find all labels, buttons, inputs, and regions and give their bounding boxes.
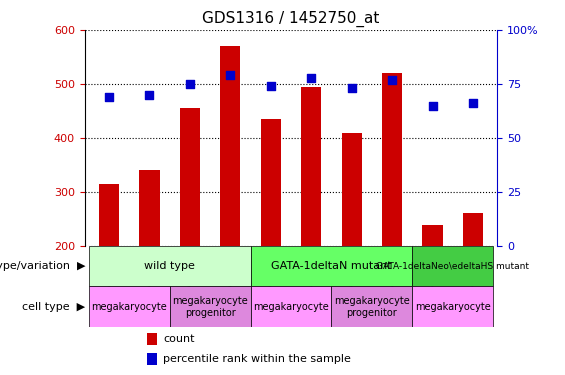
Text: genotype/variation  ▶: genotype/variation ▶ — [0, 261, 85, 271]
Bar — [99, 184, 119, 246]
Text: GATA-1deltaN mutant: GATA-1deltaN mutant — [271, 261, 392, 271]
Text: megakaryocyte: megakaryocyte — [92, 302, 167, 312]
Text: cell type  ▶: cell type ▶ — [23, 302, 85, 312]
Bar — [423, 225, 442, 246]
FancyBboxPatch shape — [332, 286, 412, 327]
Text: megakaryocyte: megakaryocyte — [415, 302, 490, 312]
Text: percentile rank within the sample: percentile rank within the sample — [163, 354, 351, 364]
FancyBboxPatch shape — [89, 246, 250, 286]
Point — [145, 92, 154, 98]
FancyBboxPatch shape — [170, 286, 250, 327]
Text: megakaryocyte: megakaryocyte — [253, 302, 329, 312]
Point — [105, 94, 114, 100]
Point — [226, 72, 235, 78]
Title: GDS1316 / 1452750_at: GDS1316 / 1452750_at — [202, 11, 380, 27]
FancyBboxPatch shape — [250, 246, 412, 286]
Bar — [180, 108, 200, 246]
FancyBboxPatch shape — [412, 246, 493, 286]
Text: megakaryocyte
progenitor: megakaryocyte progenitor — [172, 296, 248, 318]
Point — [307, 75, 316, 81]
Point — [185, 81, 194, 87]
FancyBboxPatch shape — [89, 286, 170, 327]
Bar — [140, 170, 159, 246]
Point — [347, 86, 356, 92]
Point — [266, 83, 275, 89]
Text: megakaryocyte
progenitor: megakaryocyte progenitor — [334, 296, 410, 318]
Point — [468, 100, 477, 106]
Text: count: count — [163, 334, 194, 344]
Point — [428, 103, 437, 109]
Text: GATA-1deltaNeo\edeltaHS mutant: GATA-1deltaNeo\edeltaHS mutant — [376, 262, 529, 271]
Bar — [463, 213, 483, 246]
Bar — [147, 333, 157, 345]
FancyBboxPatch shape — [412, 286, 493, 327]
Text: wild type: wild type — [144, 261, 195, 271]
Bar — [382, 73, 402, 246]
FancyBboxPatch shape — [250, 286, 332, 327]
Point — [388, 76, 397, 82]
Bar — [301, 87, 321, 246]
Bar — [341, 133, 362, 246]
Bar — [260, 119, 281, 246]
Bar — [147, 353, 157, 366]
Bar — [220, 46, 241, 246]
